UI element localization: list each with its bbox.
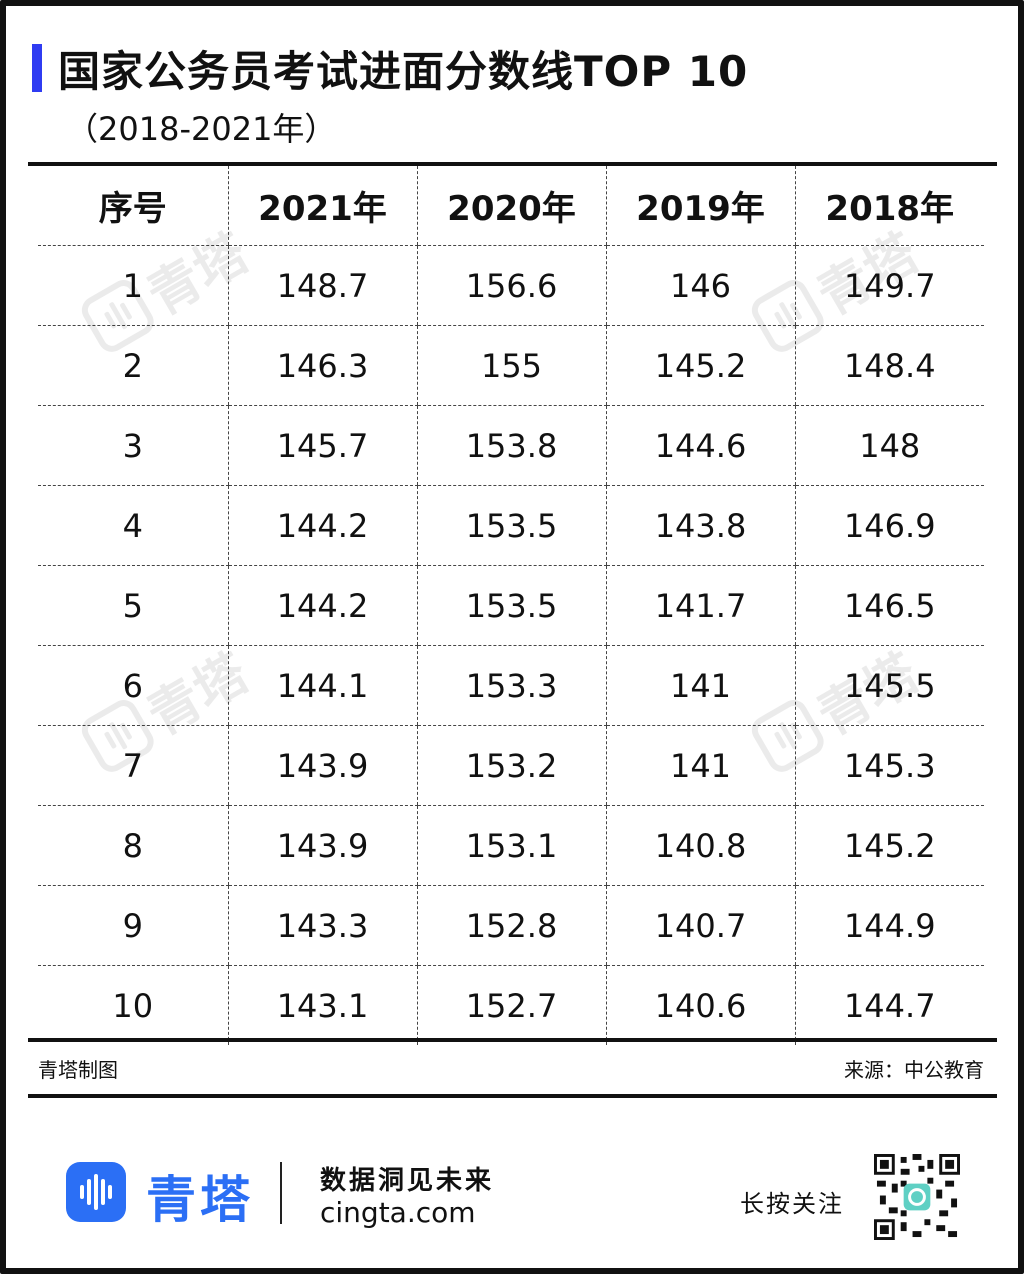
score-cell: 145.2 xyxy=(794,805,984,886)
table-row: 10 143.1 152.7 140.6 144.7 xyxy=(38,965,984,1045)
column-header-year: 2021年 xyxy=(227,166,417,246)
score-cell: 144.7 xyxy=(794,965,984,1045)
table-row: 7 143.9 153.2 141 145.3 xyxy=(38,725,984,806)
score-cell: 146.9 xyxy=(794,485,984,566)
score-cell: 148.4 xyxy=(794,325,984,406)
rank-cell: 4 xyxy=(38,485,228,566)
footer-rule xyxy=(28,1094,997,1098)
brand-website[interactable]: cingta.com xyxy=(320,1196,476,1229)
column-header-year: 2019年 xyxy=(605,166,795,246)
table-row: 9 143.3 152.8 140.7 144.9 xyxy=(38,885,984,966)
score-cell: 153.1 xyxy=(416,805,606,886)
column-header-year: 2020年 xyxy=(416,166,606,246)
score-cell: 143.9 xyxy=(227,805,417,886)
table-row: 2 146.3 155 145.2 148.4 xyxy=(38,325,984,406)
rank-cell: 1 xyxy=(38,245,228,326)
score-cell: 141.7 xyxy=(605,565,795,646)
rank-cell: 3 xyxy=(38,405,228,486)
brand-name: 青塔 xyxy=(146,1171,254,1229)
page-subtitle: （2018-2021年） xyxy=(66,110,337,148)
score-cell: 148 xyxy=(794,405,984,486)
score-cell: 140.8 xyxy=(605,805,795,886)
score-cell: 152.8 xyxy=(416,885,606,966)
title-accent-bar xyxy=(32,44,42,92)
score-cell: 144.2 xyxy=(227,485,417,566)
score-cell: 143.8 xyxy=(605,485,795,566)
rank-cell: 5 xyxy=(38,565,228,646)
table-header-row: 序号 2021年 2020年 2019年 2018年 xyxy=(38,166,984,246)
table-row: 1 148.7 156.6 146 149.7 xyxy=(38,245,984,326)
score-cell: 145.7 xyxy=(227,405,417,486)
score-cell: 152.7 xyxy=(416,965,606,1045)
brand-slogan: 数据洞见未来 xyxy=(320,1166,495,1196)
qr-code-icon[interactable] xyxy=(874,1154,960,1240)
table-row: 8 143.9 153.1 140.8 145.2 xyxy=(38,805,984,886)
qingta-logo-icon xyxy=(66,1162,126,1222)
score-cell: 146 xyxy=(605,245,795,326)
score-cell: 149.7 xyxy=(794,245,984,326)
score-cell: 146.5 xyxy=(794,565,984,646)
score-cell: 155 xyxy=(416,325,606,406)
table-body: 1 148.7 156.6 146 149.7 2 146.3 155 145.2 148.4 3 1… xyxy=(38,245,984,1045)
score-cell: 156.6 xyxy=(416,245,606,326)
score-cell: 145.3 xyxy=(794,725,984,806)
score-cell: 141 xyxy=(605,725,795,806)
column-header-year: 2018年 xyxy=(794,166,984,246)
score-cell: 153.5 xyxy=(416,485,606,566)
rank-cell: 7 xyxy=(38,725,228,806)
score-cell: 153.3 xyxy=(416,645,606,726)
column-header-rank: 序号 xyxy=(38,166,228,246)
credit-note: 青塔制图 xyxy=(38,1058,118,1082)
follow-text: 长按关注 xyxy=(740,1190,844,1218)
score-cell: 153.5 xyxy=(416,565,606,646)
score-cell: 140.6 xyxy=(605,965,795,1045)
rank-cell: 2 xyxy=(38,325,228,406)
rank-cell: 8 xyxy=(38,805,228,886)
score-cell: 144.2 xyxy=(227,565,417,646)
table-top-rule xyxy=(28,162,997,166)
score-cell: 143.9 xyxy=(227,725,417,806)
table-row: 3 145.7 153.8 144.6 148 xyxy=(38,405,984,486)
score-cell: 145.5 xyxy=(794,645,984,726)
rank-cell: 10 xyxy=(112,986,154,1025)
score-cell: 146.3 xyxy=(227,325,417,406)
page-title: 国家公务员考试进面分数线TOP 10 xyxy=(58,47,749,96)
score-cell: 141 xyxy=(605,645,795,726)
rank-cell: 9 xyxy=(38,885,228,966)
brand-divider xyxy=(280,1162,282,1224)
score-cell: 153.8 xyxy=(416,405,606,486)
score-cell: 140.7 xyxy=(605,885,795,966)
score-cell: 148.7 xyxy=(227,245,417,326)
score-cell: 144.6 xyxy=(605,405,795,486)
table-row: 6 144.1 153.3 141 145.5 xyxy=(38,645,984,726)
score-table: 序号 2021年 2020年 2019年 2018年 1 148.7 156.6 146 149… xyxy=(38,166,984,1045)
score-cell: 153.2 xyxy=(416,725,606,806)
score-cell: 144.1 xyxy=(227,645,417,726)
table-row: 5 144.2 153.5 141.7 146.5 xyxy=(38,565,984,646)
source-note: 来源：中公教育 xyxy=(844,1058,984,1082)
table-bottom-rule xyxy=(28,1038,997,1042)
table-row: 4 144.2 153.5 143.8 146.9 xyxy=(38,485,984,566)
score-cell: 145.2 xyxy=(605,325,795,406)
rank-cell: 6 xyxy=(38,645,228,726)
score-cell: 143.1 xyxy=(227,965,417,1045)
score-cell: 144.9 xyxy=(794,885,984,966)
score-cell: 143.3 xyxy=(227,885,417,966)
